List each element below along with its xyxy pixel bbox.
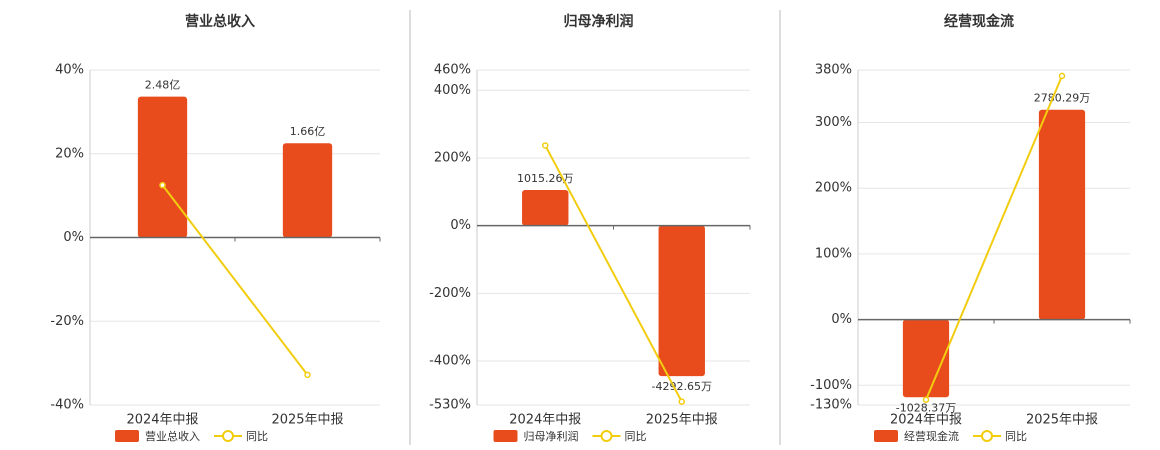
legend-label: 同比	[246, 430, 268, 443]
line	[544, 144, 683, 403]
y-tick-label: 0%	[450, 218, 471, 233]
bar	[658, 225, 705, 377]
legend-swatch	[874, 430, 898, 442]
legend-label: 同比	[1005, 430, 1027, 443]
legend-swatch	[115, 430, 139, 442]
y-tick-label: 0%	[63, 230, 84, 245]
legend-swatch	[222, 430, 234, 442]
chart-title: 归母净利润	[564, 13, 634, 30]
y-tick-label: -40%	[50, 398, 84, 413]
point	[304, 371, 311, 379]
x-tick-label: 2025年中报	[271, 413, 343, 428]
bar	[137, 96, 188, 238]
y-tick-label: 460%	[434, 63, 471, 78]
legend-label: 同比	[625, 430, 647, 443]
x-tick-label: 2024年中报	[126, 413, 198, 428]
value-label: 1015.26万	[517, 172, 574, 185]
y-tick-label: 200%	[815, 181, 852, 196]
x-tick-label: 2024年中报	[509, 413, 581, 428]
value-label: 1.66亿	[290, 125, 326, 138]
value-label: -4292.65万	[652, 380, 712, 393]
point	[159, 181, 166, 189]
value-label: 2780.29万	[1034, 92, 1091, 105]
bar	[1038, 109, 1086, 320]
y-tick-label: 400%	[434, 83, 471, 98]
y-tick-label: -530%	[429, 398, 471, 413]
y-tick-label: -200%	[429, 286, 471, 301]
legend-swatch	[493, 430, 518, 442]
y-tick-label: 40%	[55, 63, 84, 78]
y-tick-label: 20%	[55, 146, 84, 161]
legend-label: 归母净利润	[524, 429, 579, 443]
y-tick-label: 100%	[815, 246, 852, 261]
x-tick-label: 2025年中报	[646, 413, 718, 428]
legend-swatch	[600, 430, 613, 442]
bar	[282, 143, 333, 238]
y-tick-label: 300%	[815, 115, 852, 130]
bar	[902, 319, 950, 398]
point	[922, 396, 930, 403]
chart-title: 经营现金流	[944, 13, 1014, 30]
y-tick-label: -100%	[810, 378, 852, 393]
x-tick-label: 2024年中报	[890, 413, 962, 428]
point	[678, 398, 685, 405]
line	[925, 75, 1063, 401]
value-label: 2.48亿	[145, 79, 181, 92]
point	[542, 142, 549, 149]
bar	[522, 190, 569, 226]
y-tick-label: 200%	[434, 150, 471, 165]
legend-label: 营业总收入	[145, 429, 200, 443]
y-tick-label: -20%	[50, 314, 84, 329]
point	[1058, 72, 1066, 80]
y-tick-label: -130%	[810, 398, 852, 413]
y-tick-label: -400%	[429, 354, 471, 369]
chart-title: 营业总收入	[185, 13, 255, 30]
legend-swatch	[981, 430, 993, 442]
y-tick-label: 0%	[831, 312, 852, 327]
y-tick-label: 380%	[815, 63, 852, 78]
legend-label: 经营现金流	[904, 429, 959, 443]
x-tick-label: 2025年中报	[1026, 413, 1098, 428]
line	[161, 184, 309, 376]
value-label: -1028.37万	[896, 401, 956, 414]
